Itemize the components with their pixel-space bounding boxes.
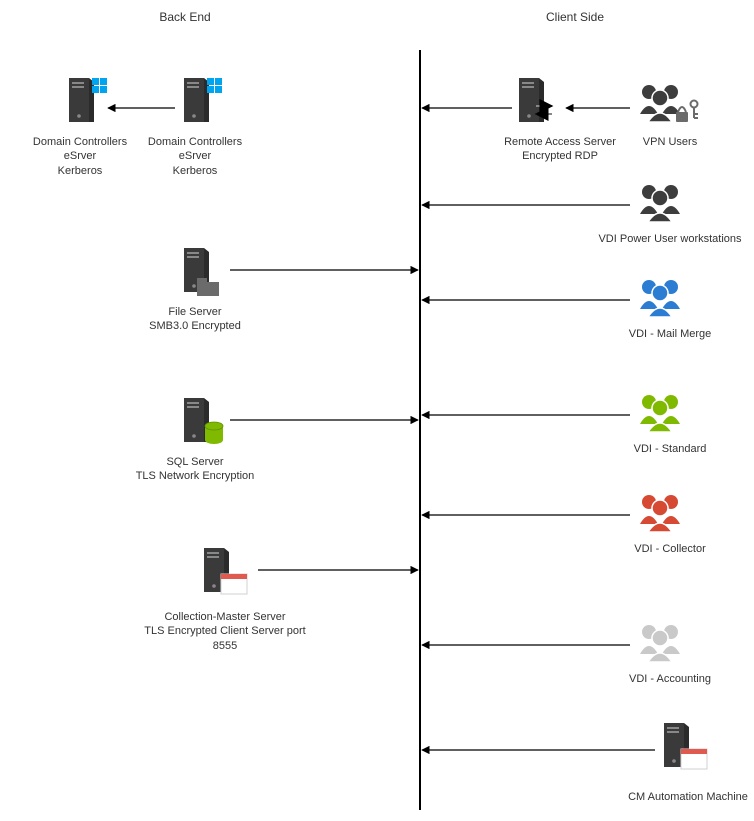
node-file bbox=[184, 248, 219, 296]
label-vdi_col: VDI - Collector bbox=[580, 542, 754, 556]
node-dc1 bbox=[69, 78, 107, 122]
node-cm_auto bbox=[664, 723, 707, 769]
label-dc2: Domain Controllers eSrver Kerberos bbox=[105, 135, 285, 178]
label-file: File Server SMB3.0 Encrypted bbox=[105, 305, 285, 334]
label-sql: SQL Server TLS Network Encryption bbox=[105, 455, 285, 484]
label-vdi_acc: VDI - Accounting bbox=[580, 672, 754, 686]
node-vdi_mail bbox=[640, 280, 680, 317]
node-vdi_col bbox=[640, 495, 680, 532]
node-sql bbox=[184, 398, 223, 444]
header-client-side: Client Side bbox=[535, 10, 615, 26]
label-cm: Collection-Master Server TLS Encrypted C… bbox=[135, 610, 315, 653]
label-vdi_mail: VDI - Mail Merge bbox=[580, 327, 754, 341]
label-vdi_power: VDI Power User workstations bbox=[580, 232, 754, 246]
node-vpn bbox=[640, 85, 698, 122]
node-dc2 bbox=[184, 78, 222, 122]
label-vdi_std: VDI - Standard bbox=[580, 442, 754, 456]
node-vdi_acc bbox=[640, 625, 680, 662]
label-cm_auto: CM Automation Machine bbox=[598, 790, 754, 804]
node-cm bbox=[204, 548, 247, 594]
node-vdi_std bbox=[640, 395, 680, 432]
node-ras bbox=[519, 78, 552, 122]
node-vdi_power bbox=[640, 185, 680, 222]
network-diagram: Back End Client Side Domain Controllers … bbox=[0, 0, 754, 821]
diagram-svg bbox=[0, 0, 754, 821]
header-back-end: Back End bbox=[145, 10, 225, 26]
label-vpn: VPN Users bbox=[580, 135, 754, 149]
